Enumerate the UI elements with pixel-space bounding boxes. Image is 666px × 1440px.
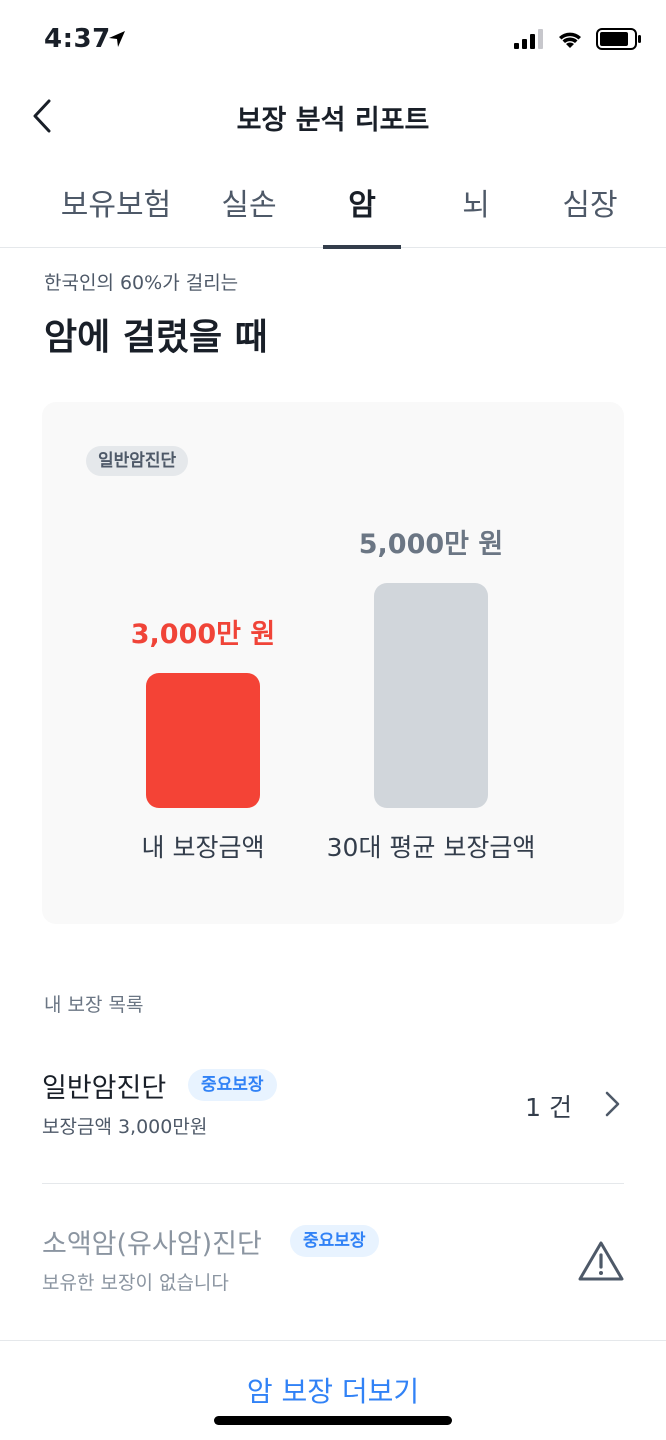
- section-title: 암에 걸렸을 때: [44, 317, 268, 358]
- active-tab-indicator: [323, 245, 401, 249]
- tab-brain[interactable]: 뇌: [462, 188, 490, 223]
- section-subtitle: 한국인의 60%가 걸리는: [44, 272, 239, 294]
- signal-icon: [514, 29, 543, 49]
- coverage-item-general-cancer[interactable]: 일반암진단 중요보장 보장금액 3,000만원 1 건: [42, 1064, 624, 1184]
- tab-cancer[interactable]: 암: [348, 188, 376, 223]
- tab-owned-insurance[interactable]: 보유보험: [60, 188, 172, 223]
- bar-category-label: 내 보장금액: [142, 833, 265, 862]
- back-button[interactable]: [22, 94, 62, 138]
- important-badge: 중요보장: [188, 1069, 277, 1101]
- coverage-item-name: 소액암(유사암)진단: [42, 1229, 262, 1260]
- status-bar: 4:37: [0, 0, 666, 84]
- bar-my-coverage: [146, 673, 260, 808]
- home-indicator: [214, 1416, 452, 1425]
- bar-value-label: 3,000만 원: [131, 619, 275, 650]
- coverage-item-name: 일반암진단: [42, 1073, 167, 1104]
- coverage-item-count: 1 건: [525, 1093, 572, 1122]
- more-cancer-coverage-button[interactable]: 암 보장 더보기: [246, 1375, 420, 1408]
- tab-heart[interactable]: 심장: [562, 188, 618, 223]
- battery-icon: [596, 28, 641, 50]
- warning-icon: [578, 1241, 624, 1281]
- tab-indemnity[interactable]: 실손: [221, 188, 277, 223]
- bar-category-label: 30대 평균 보장금액: [327, 833, 536, 862]
- coverage-item-minor-cancer[interactable]: 소액암(유사암)진단 중요보장 보유한 보장이 없습니다: [42, 1220, 624, 1330]
- bar-chart: 3,000만 원내 보장금액 5,000만 원 30대 평균 보장금액: [131, 529, 536, 862]
- chart-category-chip: 일반암진단: [86, 446, 189, 476]
- page-title: 보장 분석 리포트: [236, 105, 430, 136]
- coverage-item-amount: 보장금액 3,000만원: [42, 1116, 208, 1138]
- chevron-right-icon: [605, 1091, 620, 1117]
- chevron-left-icon: [33, 99, 51, 133]
- bar-value-label: 5,000만 원: [359, 529, 503, 560]
- nav-header: 보장 분석 리포트: [0, 84, 666, 150]
- tab-bar: 보유보험 실손 암 뇌 심장: [0, 160, 666, 248]
- location-arrow-icon: [109, 31, 125, 47]
- important-badge: 중요보장: [290, 1225, 379, 1257]
- coverage-list-heading: 내 보장 목록: [44, 994, 144, 1016]
- bottom-divider: [0, 1340, 666, 1341]
- status-icons: [514, 28, 642, 50]
- status-time: 4:37: [44, 24, 111, 54]
- wifi-icon: [559, 32, 581, 48]
- bar-average-coverage: [374, 583, 488, 808]
- coverage-item-status: 보유한 보장이 없습니다: [42, 1272, 229, 1294]
